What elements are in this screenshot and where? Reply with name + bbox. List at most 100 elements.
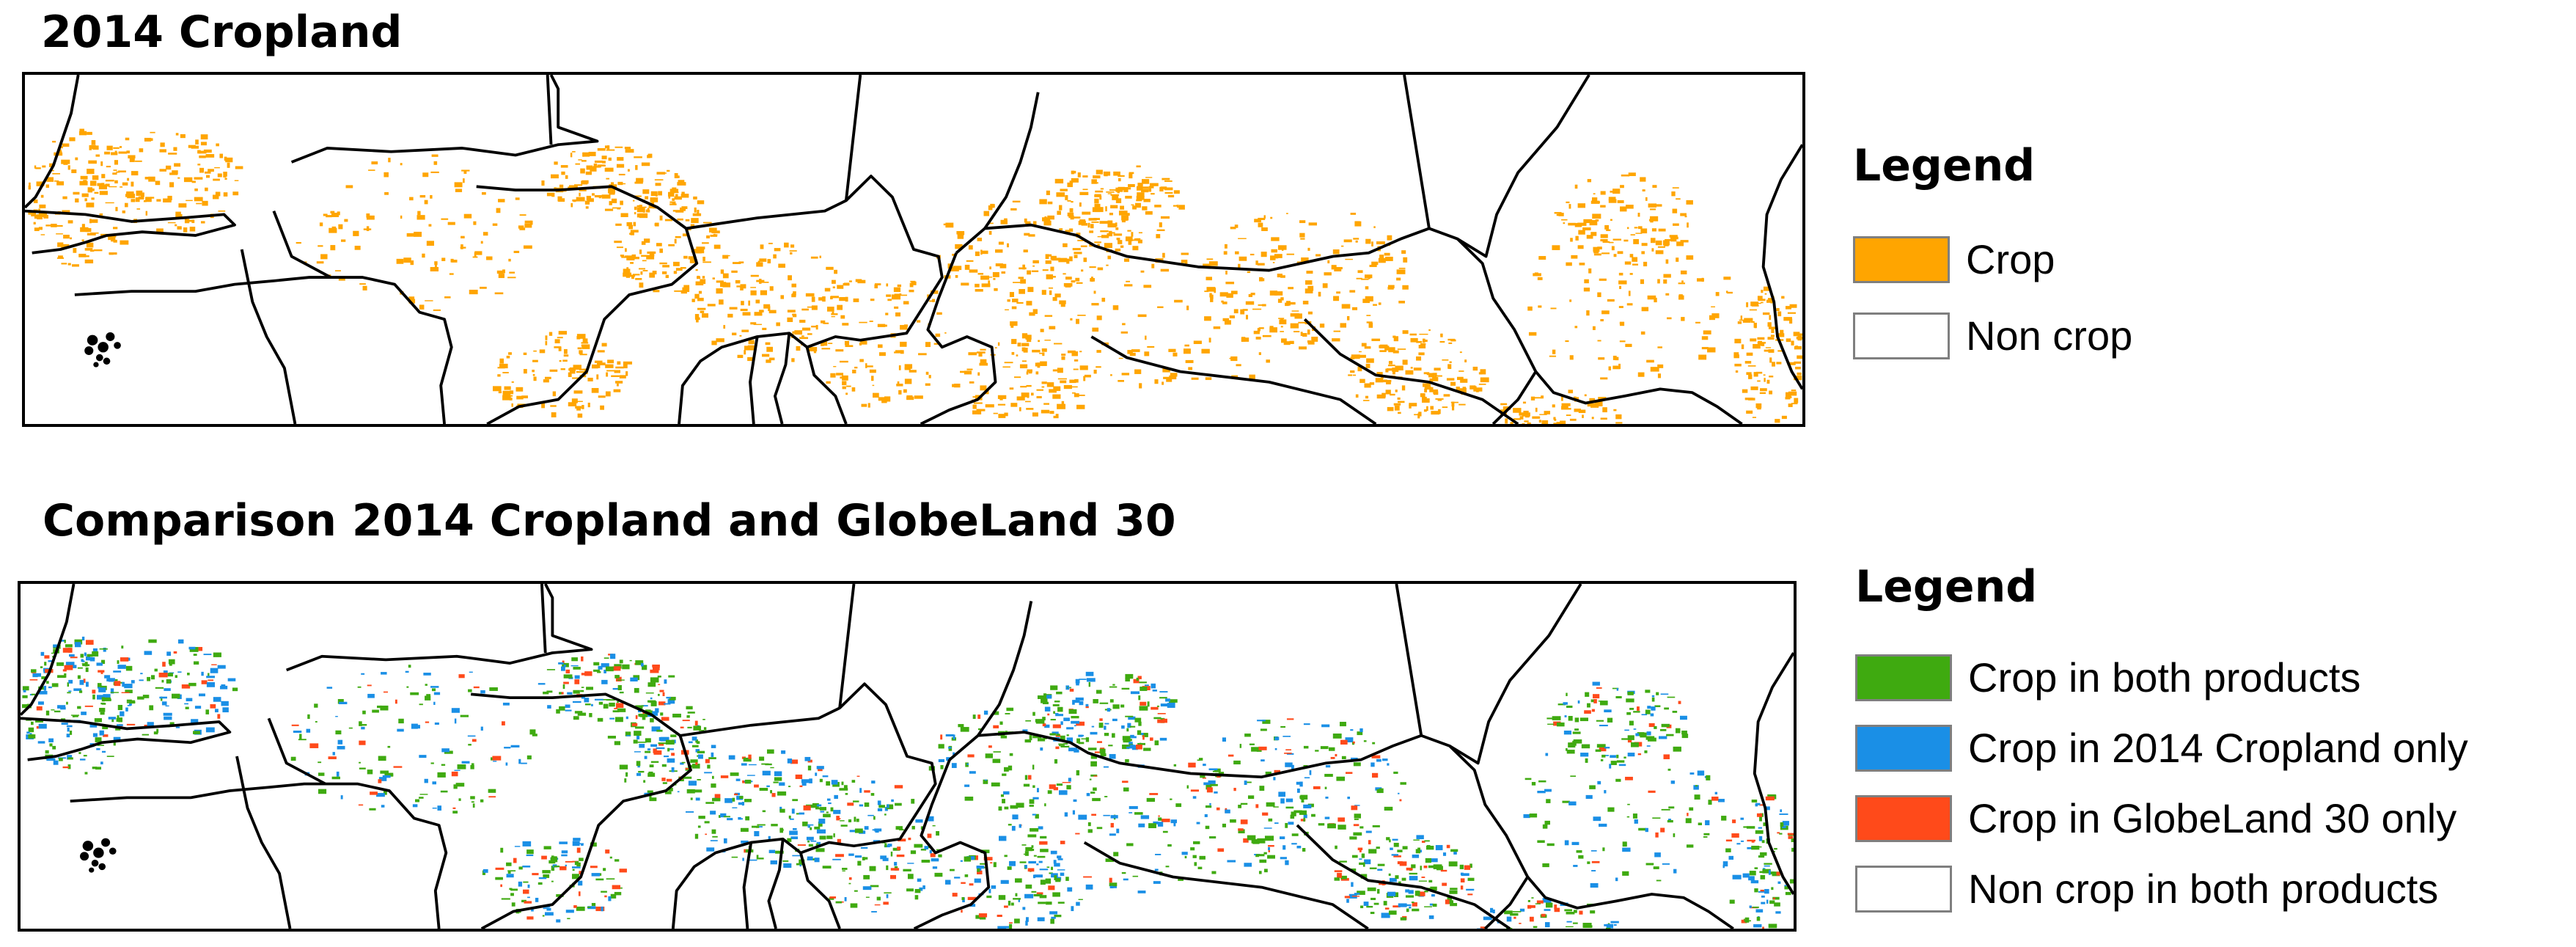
crop-pixel: [636, 736, 640, 739]
crop-pixel: [1631, 742, 1639, 747]
crop-pixel: [1200, 774, 1206, 778]
crop-pixel: [1693, 785, 1699, 790]
crop-pixel: [89, 219, 92, 224]
crop-pixel: [1432, 373, 1437, 376]
crop-pixel: [1054, 343, 1063, 345]
crop-pixel: [1686, 255, 1694, 260]
crop-pixel: [688, 780, 697, 786]
crop-pixel: [1663, 754, 1670, 759]
crop-pixel: [1313, 786, 1321, 789]
crop-pixel: [665, 739, 675, 745]
crop-pixel: [581, 180, 589, 184]
crop-pixel: [86, 242, 94, 248]
crop-pixel: [1573, 910, 1577, 913]
crop-pixel: [1128, 239, 1132, 245]
crop-pixel: [1054, 758, 1058, 764]
crop-pixel: [1109, 686, 1118, 688]
crop-pixel: [1388, 361, 1393, 365]
crop-pixel: [815, 848, 825, 852]
crop-pixel: [999, 721, 1003, 725]
crop-pixel: [886, 294, 892, 297]
crop-pixel: [1032, 309, 1038, 315]
crop-pixel: [408, 665, 411, 668]
crop-pixel: [1768, 924, 1777, 929]
crop-pixel: [740, 287, 744, 290]
crop-pixel: [1060, 735, 1065, 741]
crop-pixel: [625, 772, 628, 777]
crop-pixel: [168, 153, 177, 155]
crop-pixel: [1263, 215, 1266, 219]
crop-pixel: [518, 758, 521, 764]
crop-pixel: [1071, 392, 1076, 394]
crop-pixel: [1162, 830, 1168, 833]
crop-pixel: [1286, 753, 1294, 755]
crop-pixel: [1771, 887, 1774, 891]
crop-pixel: [1480, 369, 1486, 375]
crop-pixel: [1409, 333, 1417, 336]
crop-pixel: [897, 381, 900, 386]
crop-pixel: [467, 735, 476, 737]
crop-pixel: [118, 170, 126, 173]
crop-pixel: [398, 718, 404, 724]
crop-pixel: [1751, 840, 1755, 843]
crop-pixel: [841, 901, 844, 903]
crop-pixel: [1025, 921, 1028, 926]
legend-label-crop-globeland-only: Crop in GlobeLand 30 only: [1968, 795, 2457, 841]
crop-pixel: [1343, 239, 1352, 243]
crop-pixel: [83, 180, 87, 183]
crop-pixel: [425, 695, 431, 701]
crop-pixel: [854, 816, 856, 822]
crop-pixel: [882, 858, 889, 861]
crop-pixel: [45, 184, 49, 188]
crop-pixel: [1570, 238, 1573, 242]
crop-pixel: [612, 666, 621, 671]
crop-pixel: [1376, 394, 1386, 399]
crop-pixel: [1339, 722, 1346, 727]
crop-pixel: [1073, 799, 1077, 802]
crop-pixel: [1157, 306, 1164, 308]
crop-pixel: [1522, 423, 1525, 424]
crop-pixel: [542, 915, 545, 917]
crop-pixel: [1566, 692, 1568, 696]
crop-pixel: [617, 701, 619, 703]
crop-pixel: [1369, 382, 1375, 385]
crop-pixel: [584, 671, 592, 676]
crop-pixel: [974, 878, 981, 883]
crop-pixel: [361, 673, 365, 675]
crop-pixel: [1291, 310, 1299, 312]
crop-pixel: [874, 828, 882, 832]
crop-pixel: [702, 222, 712, 224]
crop-pixel: [470, 796, 475, 800]
crop-pixel: [62, 143, 70, 147]
crop-pixel: [1610, 219, 1612, 221]
crop-pixel: [1581, 744, 1590, 749]
crop-pixel: [1126, 280, 1131, 282]
crop-pixel: [1392, 905, 1401, 908]
crop-pixel: [69, 137, 76, 142]
crop-pixel: [1764, 349, 1772, 352]
crop-pixel: [26, 731, 30, 734]
crop-pixel: [1460, 885, 1464, 890]
crop-pixel: [1578, 230, 1585, 235]
crop-pixel: [1583, 219, 1593, 224]
crop-pixel: [1069, 228, 1074, 232]
crop-pixel: [1347, 796, 1351, 800]
crop-pixel: [634, 195, 642, 197]
crop-pixel: [1357, 731, 1363, 736]
crop-pixel: [497, 367, 505, 369]
crop-pixel: [1263, 869, 1268, 873]
crop-pixel: [894, 862, 898, 866]
crop-pixel: [1151, 193, 1155, 195]
crop-pixel: [56, 233, 63, 235]
crop-pixel: [582, 152, 584, 157]
crop-pixel: [572, 377, 581, 379]
crop-pixel: [774, 777, 782, 781]
crop-pixel: [1122, 736, 1131, 741]
crop-pixel: [605, 391, 611, 397]
crop-pixel: [1334, 268, 1342, 271]
crop-pixel: [975, 915, 983, 919]
crop-pixel: [1370, 762, 1375, 767]
crop-pixel: [1022, 264, 1025, 270]
crop-pixel: [664, 791, 672, 794]
crop-pixel: [1137, 192, 1145, 194]
